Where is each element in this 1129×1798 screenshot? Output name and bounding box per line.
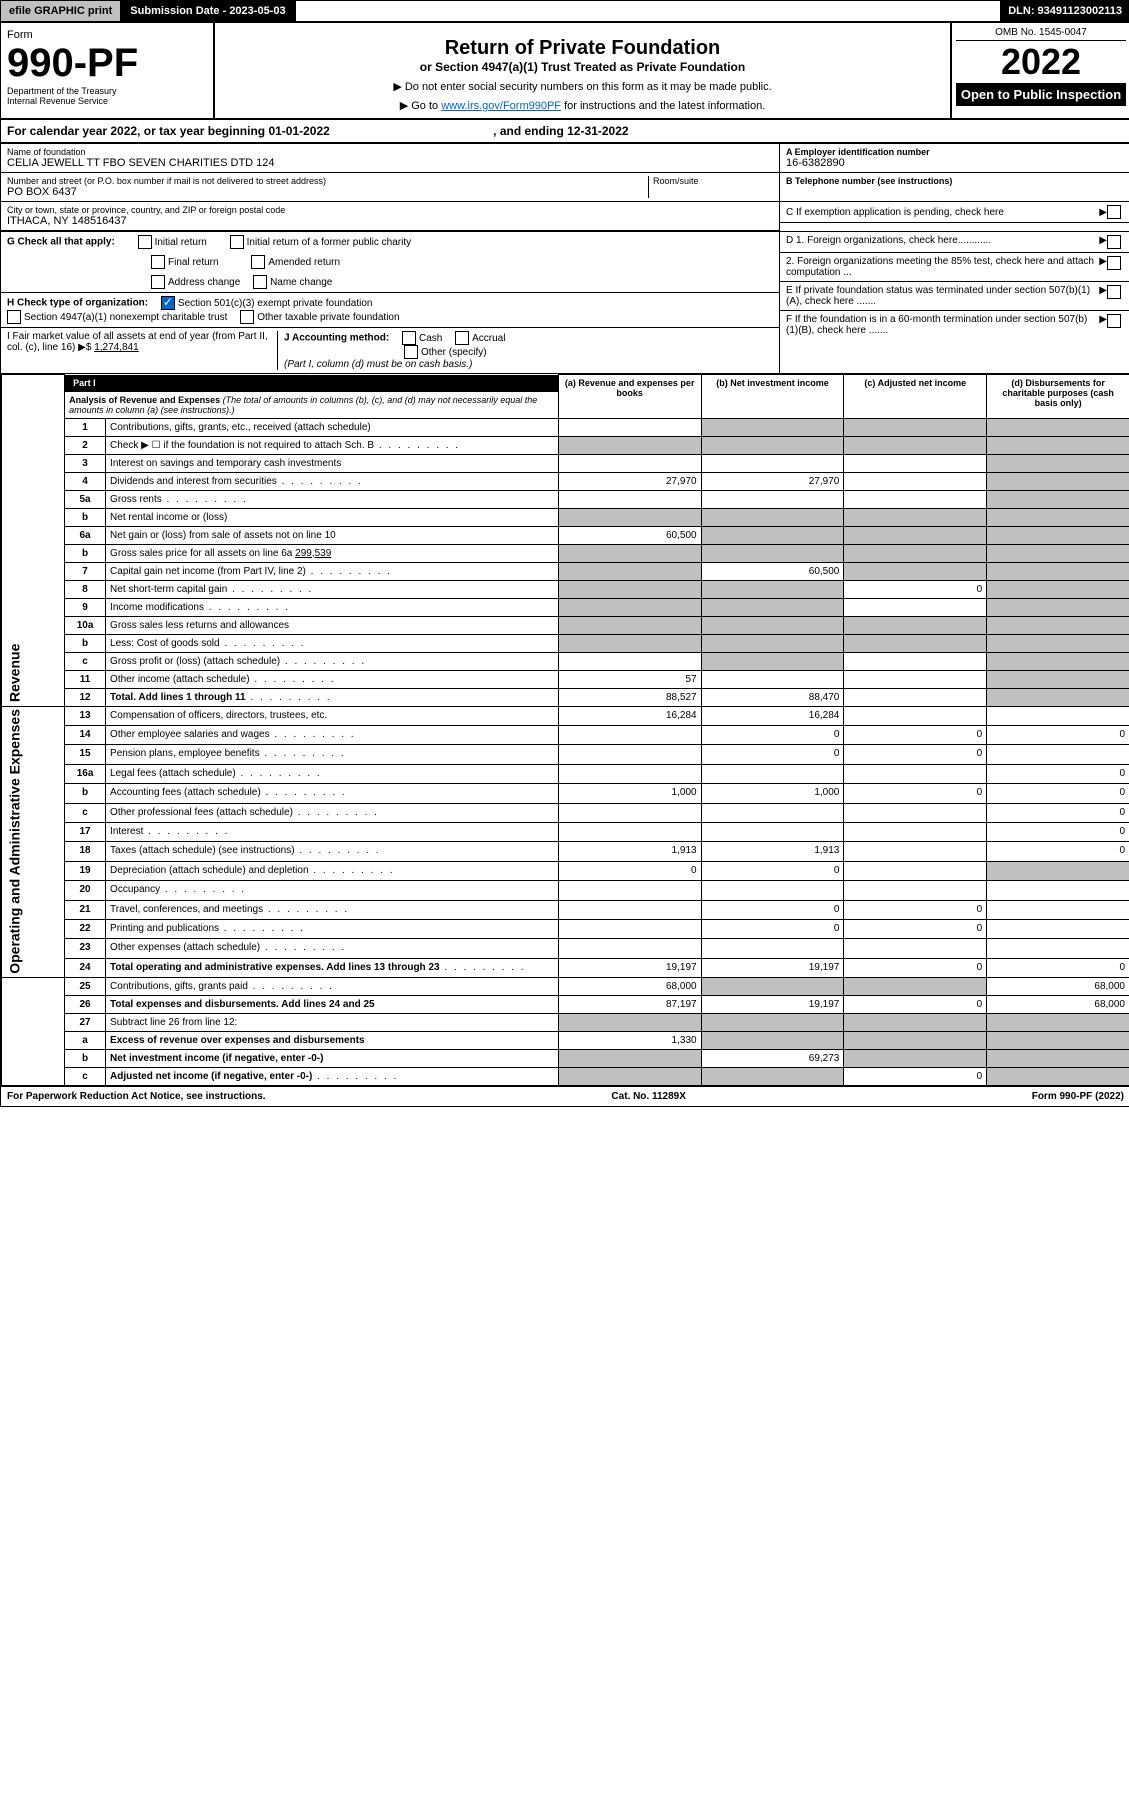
form-label: Form <box>7 29 207 41</box>
s501c3-label: Section 501(c)(3) exempt private foundat… <box>178 298 373 309</box>
omb-number: OMB No. 1545-0047 <box>956 27 1126 41</box>
initial-return-checkbox[interactable] <box>138 235 152 249</box>
foundation-name-label: Name of foundation <box>7 147 773 157</box>
calendar-year-row: For calendar year 2022, or tax year begi… <box>1 120 1129 144</box>
part1-title: Analysis of Revenue and Expenses <box>69 395 220 405</box>
initial-return-label: Initial return <box>155 237 207 248</box>
address-label: Number and street (or P.O. box number if… <box>7 176 648 186</box>
d1-checkbox[interactable] <box>1107 235 1121 249</box>
form-header: Form 990-PF Department of the Treasury I… <box>1 23 1129 120</box>
f-checkbox[interactable] <box>1107 314 1121 328</box>
city-value: ITHACA, NY 148516437 <box>7 215 773 227</box>
s4947-label: Section 4947(a)(1) nonexempt charitable … <box>24 312 227 323</box>
col-b-header: (b) Net investment income <box>701 375 844 419</box>
address-change-label: Address change <box>168 277 240 288</box>
tax-year: 2022 <box>956 41 1126 83</box>
fmv-arrow: ▶$ <box>78 342 91 353</box>
name-change-label: Name change <box>270 277 332 288</box>
amended-return-checkbox[interactable] <box>251 255 265 269</box>
part1-label: Part I <box>65 375 104 391</box>
efile-label[interactable]: efile GRAPHIC print <box>1 1 122 21</box>
catalog-number: Cat. No. 11289X <box>611 1091 685 1102</box>
s4947-checkbox[interactable] <box>7 310 21 324</box>
form-title: Return of Private Foundation <box>221 37 944 60</box>
analysis-table: Part I (a) Revenue and expenses per book… <box>1 374 1129 1086</box>
g-label: G Check all that apply: <box>7 237 115 248</box>
fmv-value: 1,274,841 <box>94 342 139 353</box>
exemption-pending-label: C If exemption application is pending, c… <box>786 207 1099 218</box>
dln-label: DLN: 93491123002113 <box>1000 1 1129 21</box>
d1-label: D 1. Foreign organizations, check here..… <box>786 235 1099 249</box>
cal-end: , and ending 12-31-2022 <box>493 124 628 138</box>
city-label: City or town, state or province, country… <box>7 205 773 215</box>
other-method-label: Other (specify) <box>421 347 487 358</box>
address-value: PO BOX 6437 <box>7 186 648 198</box>
page-footer: For Paperwork Reduction Act Notice, see … <box>1 1086 1129 1106</box>
s501c3-checkbox[interactable] <box>161 296 175 310</box>
other-method-checkbox[interactable] <box>404 345 418 359</box>
accrual-label: Accrual <box>472 333 505 344</box>
cal-begin: For calendar year 2022, or tax year begi… <box>7 124 330 138</box>
ein-label: A Employer identification number <box>786 147 1124 157</box>
cash-checkbox[interactable] <box>402 331 416 345</box>
note-2-post: for instructions and the latest informat… <box>561 100 765 112</box>
submission-date: Submission Date - 2023-05-03 <box>122 1 295 21</box>
e-checkbox[interactable] <box>1107 285 1121 299</box>
phone-label: B Telephone number (see instructions) <box>786 176 1124 186</box>
accrual-checkbox[interactable] <box>455 331 469 345</box>
cash-basis-note: (Part I, column (d) must be on cash basi… <box>284 359 472 370</box>
j-label: J Accounting method: <box>284 333 389 344</box>
other-taxable-checkbox[interactable] <box>240 310 254 324</box>
form990pf-link[interactable]: www.irs.gov/Form990PF <box>441 100 561 112</box>
other-taxable-label: Other taxable private foundation <box>257 312 399 323</box>
former-charity-checkbox[interactable] <box>230 235 244 249</box>
f-label: F If the foundation is in a 60-month ter… <box>786 314 1099 336</box>
col-a-header: (a) Revenue and expenses per books <box>558 375 701 419</box>
address-change-checkbox[interactable] <box>151 275 165 289</box>
note-2: ▶ Go to www.irs.gov/Form990PF for instru… <box>221 99 944 112</box>
col-d-header: (d) Disbursements for charitable purpose… <box>987 375 1129 419</box>
irs-label: Internal Revenue Service <box>7 96 207 106</box>
form-ref: Form 990-PF (2022) <box>1032 1091 1124 1102</box>
d2-label: 2. Foreign organizations meeting the 85%… <box>786 256 1099 278</box>
exemption-checkbox[interactable] <box>1107 205 1121 219</box>
e-label: E If private foundation status was termi… <box>786 285 1099 307</box>
form-subtitle: or Section 4947(a)(1) Trust Treated as P… <box>221 60 944 74</box>
form-number: 990-PF <box>7 41 207 86</box>
ein-value: 16-6382890 <box>786 157 1124 169</box>
room-label: Room/suite <box>653 176 773 186</box>
col-c-header: (c) Adjusted net income <box>844 375 987 419</box>
expenses-section-label: Operating and Administrative Expenses <box>2 706 65 978</box>
foundation-name: CELIA JEWELL TT FBO SEVEN CHARITIES DTD … <box>7 157 773 169</box>
note-2-pre: ▶ Go to <box>400 100 441 112</box>
final-return-label: Final return <box>168 257 219 268</box>
d2-checkbox[interactable] <box>1107 256 1121 270</box>
final-return-checkbox[interactable] <box>151 255 165 269</box>
name-change-checkbox[interactable] <box>253 275 267 289</box>
paperwork-notice: For Paperwork Reduction Act Notice, see … <box>7 1091 266 1102</box>
revenue-section-label: Revenue <box>2 418 65 706</box>
amended-return-label: Amended return <box>268 257 340 268</box>
cash-label: Cash <box>419 333 442 344</box>
top-bar: efile GRAPHIC print Submission Date - 20… <box>1 1 1129 23</box>
note-1: ▶ Do not enter social security numbers o… <box>221 80 944 93</box>
h-label: H Check type of organization: <box>7 298 148 309</box>
former-charity-label: Initial return of a former public charit… <box>247 237 412 248</box>
dept-label: Department of the Treasury <box>7 86 207 96</box>
open-inspection: Open to Public Inspection <box>956 83 1126 106</box>
